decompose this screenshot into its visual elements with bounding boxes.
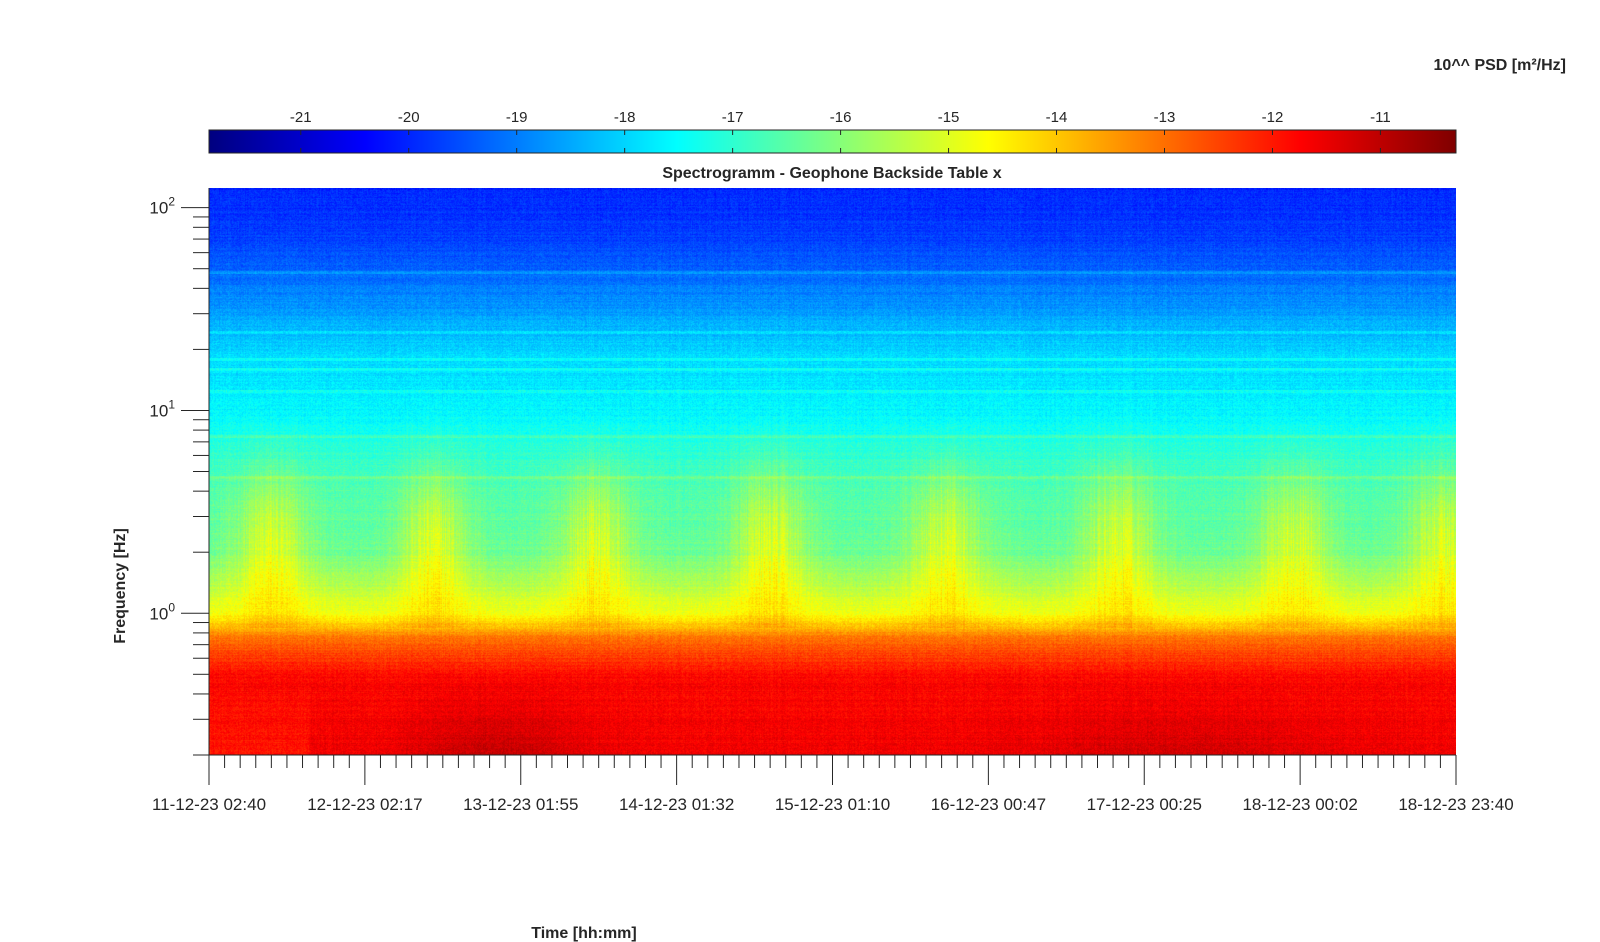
x-tick-label: 11-12-23 02:40: [152, 795, 266, 814]
x-axis-label: Time [hh:mm]: [531, 925, 636, 942]
x-tick-label: 18-12-23 23:40: [1398, 795, 1513, 814]
x-tick-label: 12-12-23 02:17: [307, 795, 422, 814]
y-tick-base: 10: [149, 401, 168, 420]
x-tick-label: 18-12-23 00:02: [1242, 795, 1357, 814]
x-tick-label: 17-12-23 00:25: [1087, 795, 1202, 814]
spectrogram-plot-area: [209, 188, 1456, 755]
colorbar-tick-label: -20: [398, 109, 420, 126]
colorbar-gradient: [208, 129, 1457, 154]
y-tick-label: 102: [149, 195, 175, 218]
y-tick-base: 10: [149, 199, 168, 218]
colorbar-label: 10^^ PSD [m²/Hz]: [1434, 57, 1566, 74]
colorbar-tick-label: -12: [1262, 109, 1284, 126]
y-tick-label: 100: [149, 600, 175, 623]
y-tick-label: 101: [149, 397, 175, 420]
colorbar-tick-label: -21: [290, 109, 312, 126]
colorbar-tick-label: -14: [1046, 109, 1068, 126]
spectrogram-heatmap: [209, 188, 1456, 755]
x-tick-label: 15-12-23 01:10: [775, 795, 890, 814]
colorbar-tick-label: -19: [506, 109, 528, 126]
x-axis: 11-12-23 02:40 12-12-23 02:17 13-12-23 01:…: [152, 754, 1514, 814]
x-tick-label: 14-12-23 01:32: [619, 795, 734, 814]
colorbar-tick-label: -15: [938, 109, 960, 126]
colorbar: -21 -20 -19 -18 -17 -16 -15 -14 -13 -12 -11: [208, 109, 1457, 154]
colorbar-ticks: -21 -20 -19 -18 -17 -16 -15 -14 -13 -12 -11: [290, 109, 1391, 153]
colorbar-tick-label: -11: [1370, 109, 1391, 126]
y-axis-label: Frequency [Hz]: [112, 528, 129, 644]
x-tick-label: 13-12-23 01:55: [463, 795, 578, 814]
y-tick-base: 10: [149, 604, 168, 623]
chart-title: Spectrogramm - Geophone Backside Table x: [662, 165, 1001, 182]
y-tick-exponent: 1: [168, 397, 175, 411]
colorbar-tick-label: -13: [1154, 109, 1176, 126]
colorbar-tick-label: -18: [614, 109, 636, 126]
colorbar-tick-label: -17: [722, 109, 744, 126]
y-tick-exponent: 0: [168, 600, 175, 614]
colorbar-tick-label: -16: [830, 109, 852, 126]
y-tick-exponent: 2: [168, 195, 175, 209]
x-tick-label: 16-12-23 00:47: [931, 795, 1046, 814]
